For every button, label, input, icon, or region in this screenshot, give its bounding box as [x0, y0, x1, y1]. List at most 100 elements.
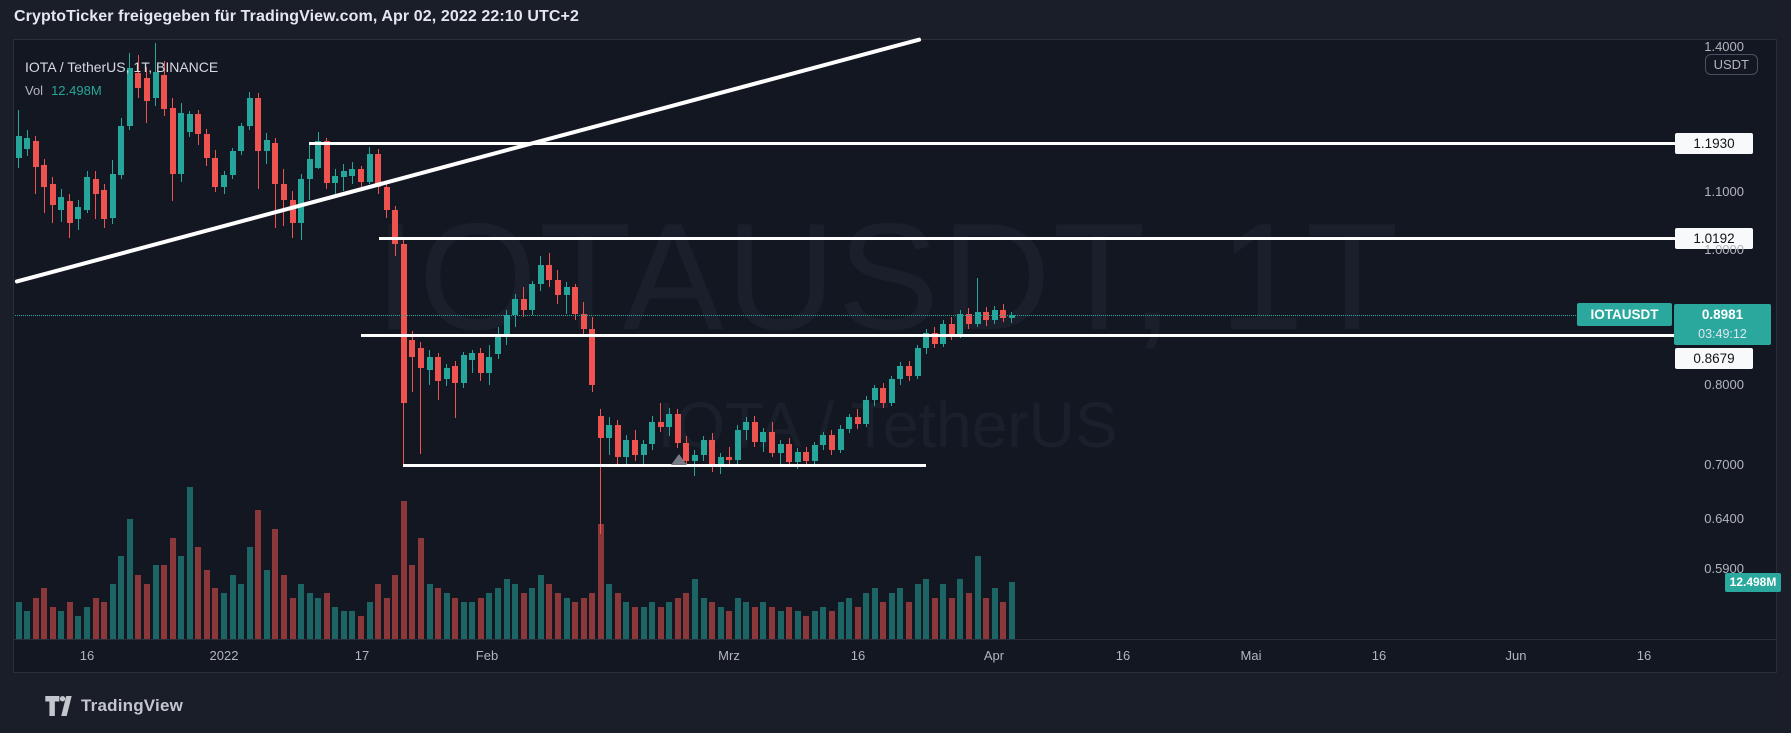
candle-body — [263, 140, 270, 151]
volume-bar — [640, 606, 647, 639]
volume-bar — [897, 588, 904, 639]
volume-bar — [674, 597, 681, 639]
candle-body — [717, 456, 724, 466]
volume-bar — [452, 597, 459, 639]
currency-badge[interactable]: USDT — [1704, 54, 1758, 75]
time-tick[interactable]: 16 — [79, 648, 95, 663]
volume-bar — [1008, 581, 1015, 639]
candle-body — [820, 435, 827, 445]
volume-bar — [632, 606, 639, 639]
volume-legend[interactable]: Vol 12.498M — [25, 83, 102, 98]
candle-body — [84, 176, 90, 210]
candle-body — [75, 207, 82, 220]
volume-bar — [383, 597, 390, 639]
candle-body — [135, 73, 142, 89]
price-tick: 1.1000 — [1704, 184, 1744, 200]
candle-body — [229, 151, 236, 176]
candle-body — [255, 97, 262, 151]
volume-bar — [84, 606, 90, 639]
volume-bar — [477, 597, 484, 639]
time-tick[interactable]: 16 — [850, 648, 866, 663]
volume-bar — [914, 583, 921, 639]
price-tick: 0.8000 — [1704, 376, 1744, 392]
candle-body — [520, 299, 527, 311]
candle-body — [897, 366, 904, 379]
candle-body — [315, 141, 322, 168]
candle-body — [1008, 314, 1015, 318]
candle-body — [760, 431, 767, 442]
candle-body — [777, 444, 784, 453]
candle-wick — [566, 282, 568, 314]
volume-bar — [563, 597, 570, 639]
volume-bar — [649, 602, 656, 639]
volume-bar — [306, 593, 313, 639]
candle-body — [92, 178, 99, 195]
volume-bar — [280, 574, 287, 639]
volume-bar — [520, 593, 527, 639]
time-tick[interactable]: Mrz — [718, 648, 740, 663]
time-tick[interactable]: 16 — [1371, 648, 1387, 663]
volume-legend-value: 12.498M — [51, 83, 102, 98]
volume-bar — [537, 574, 544, 639]
volume-bar — [366, 602, 373, 639]
price-tick: 0.6400 — [1704, 511, 1744, 527]
line-handle[interactable] — [671, 454, 687, 466]
volume-bar — [666, 602, 673, 639]
volume-bar — [315, 597, 322, 639]
candle-body — [743, 422, 750, 431]
volume-bar — [589, 593, 596, 639]
volume-bar — [409, 565, 416, 639]
candle-body — [392, 210, 399, 244]
volume-bar — [75, 616, 82, 639]
candle-body — [888, 378, 895, 404]
candle-body — [118, 126, 125, 175]
candle-body — [41, 164, 48, 187]
volume-bar — [195, 547, 202, 639]
volume-bar — [948, 597, 955, 639]
candle-body — [512, 299, 519, 315]
volume-bar — [135, 574, 142, 639]
symbol-legend[interactable]: IOTA / TetherUS, 1T, BINANCE — [25, 59, 219, 75]
volume-bar — [957, 579, 964, 639]
time-tick[interactable]: Jun — [1505, 648, 1527, 663]
volume-bar — [751, 606, 758, 639]
time-tick[interactable]: 16 — [1636, 648, 1652, 663]
time-tick[interactable]: Apr — [983, 648, 1005, 663]
time-tick[interactable]: Mai — [1240, 648, 1262, 663]
candle-body — [246, 97, 253, 126]
candle-body — [358, 168, 365, 182]
volume-bar — [178, 556, 185, 639]
volume-bar — [169, 537, 176, 639]
volume-bar — [512, 583, 519, 639]
candle-body — [272, 143, 279, 185]
candle-body — [554, 279, 561, 296]
candle-body — [803, 451, 810, 461]
tradingview-logo[interactable]: TradingView — [45, 696, 183, 716]
candle-body — [195, 114, 202, 134]
time-tick[interactable]: Feb — [475, 648, 499, 663]
candle-body — [126, 68, 133, 126]
volume-bar — [323, 593, 330, 639]
candle-body — [906, 366, 913, 376]
volume-bar — [871, 588, 878, 639]
volume-bar — [700, 597, 707, 639]
volume-bar — [777, 611, 784, 639]
candle-body — [691, 455, 698, 461]
time-tick[interactable]: 17 — [354, 648, 370, 663]
volume-bar — [606, 583, 613, 639]
candle-body — [58, 197, 65, 210]
candle-body — [32, 140, 39, 167]
volume-bar — [143, 583, 150, 639]
candle-body — [589, 328, 596, 385]
time-tick[interactable]: 2022 — [209, 648, 239, 663]
volume-bar — [786, 606, 793, 639]
candle-body — [983, 312, 990, 321]
chart-region[interactable]: IOTAUSDT, 1T IOTA / TetherUS 1.1930 1.019… — [13, 36, 1781, 673]
volume-bar — [597, 524, 604, 639]
candle-wick — [95, 170, 97, 220]
volume-bar — [349, 611, 356, 639]
candle-body — [161, 75, 168, 110]
candle-wick — [694, 449, 696, 476]
candle-body — [203, 133, 210, 158]
time-tick[interactable]: 16 — [1115, 648, 1131, 663]
